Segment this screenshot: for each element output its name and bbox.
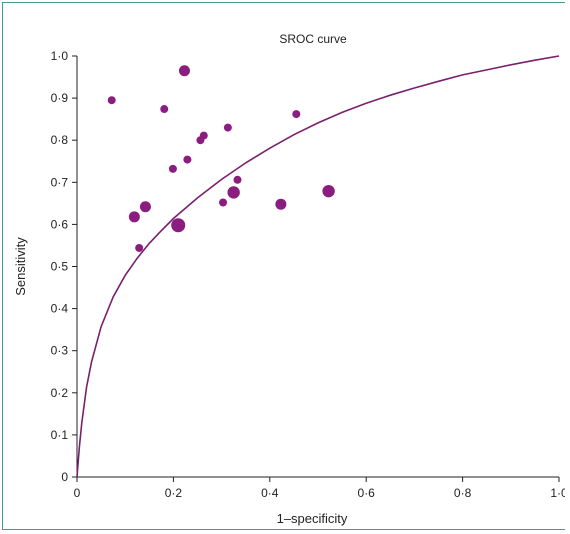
y-tick-label: 0·4 [51, 302, 69, 316]
x-tick-label: 0·2 [165, 486, 183, 500]
x-axis-label: 1–specificity [277, 511, 348, 526]
sroc-curve [76, 55, 560, 478]
chart-figure: SROC curve 0 0·2 0·4 0·6 0·8 1·0 0 0·1 0·2 0·3 0·4… [2, 2, 565, 530]
x-tick-label: 0·6 [358, 486, 376, 500]
y-tick-label: 0·8 [51, 133, 69, 147]
y-tick-label: 0·7 [51, 175, 69, 189]
data-point [139, 201, 151, 213]
data-point [223, 123, 232, 132]
data-point [168, 164, 177, 173]
curve-layer [76, 55, 560, 478]
x-tick-label: 1·0 [550, 486, 565, 500]
data-point [107, 96, 116, 105]
data-point [227, 186, 240, 199]
y-tick-label: 0·3 [51, 344, 69, 358]
y-tick-label: 0·6 [51, 217, 69, 231]
data-point [183, 155, 192, 164]
data-point [275, 198, 287, 210]
points-layer [107, 65, 335, 252]
x-tick-label: 0 [74, 486, 81, 500]
chart-title: SROC curve [279, 32, 347, 46]
axes: 0 0·2 0·4 0·6 0·8 1·0 0 0·1 0·2 0·3 0·4 0·5 0·6 0·7 0·… [51, 49, 565, 500]
y-axis-label: Sensitivity [13, 237, 28, 296]
data-point [171, 218, 186, 233]
y-tick-label: 0 [61, 470, 68, 484]
data-point [128, 211, 140, 223]
data-point [135, 243, 144, 252]
data-point [178, 65, 190, 77]
data-point [292, 110, 301, 119]
y-tick-label: 0·5 [51, 260, 69, 274]
y-tick-label: 0·9 [51, 91, 69, 105]
y-tick-label: 1·0 [51, 49, 69, 63]
y-tick-label: 0·1 [51, 428, 69, 442]
x-tick-label: 0·8 [454, 486, 472, 500]
data-point [233, 175, 242, 184]
y-tick-label: 0·2 [51, 386, 69, 400]
data-point [160, 105, 169, 114]
data-point [322, 184, 335, 198]
x-tick-label: 0·4 [261, 486, 279, 500]
data-point [219, 198, 228, 207]
sroc-chart: SROC curve 0 0·2 0·4 0·6 0·8 1·0 0 0·1 0·2 0·3 0·4… [13, 32, 565, 526]
data-point [196, 136, 205, 145]
